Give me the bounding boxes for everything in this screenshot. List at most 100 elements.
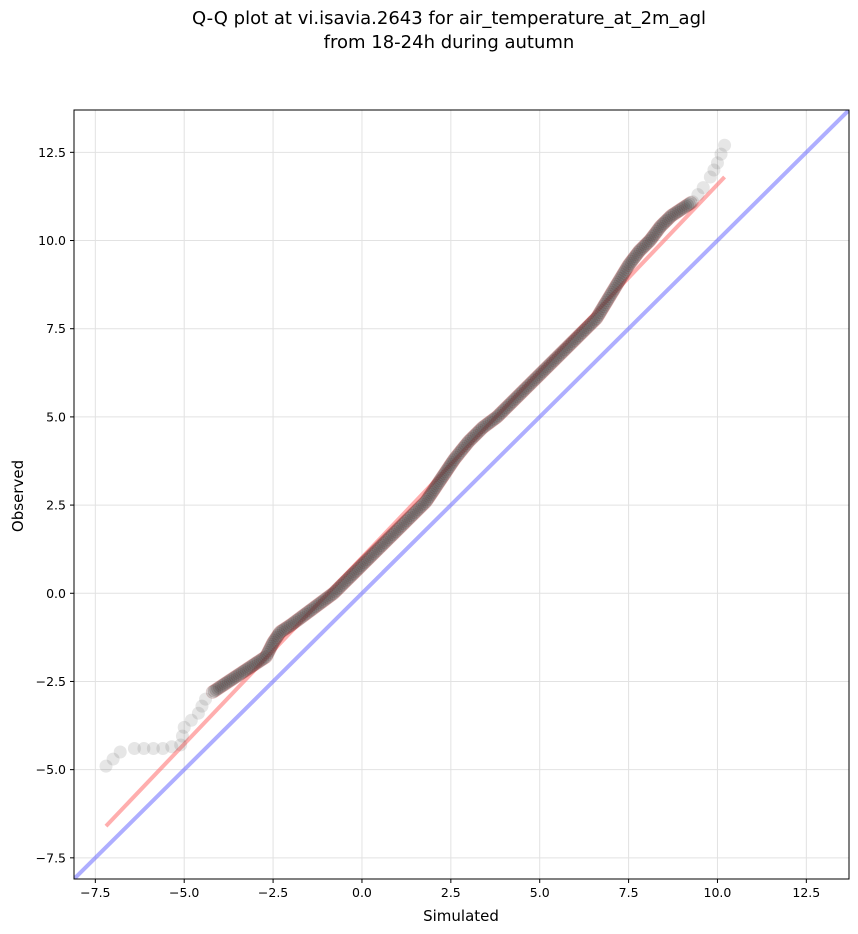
quantile-point [615,268,630,282]
y-tick-label-6: 7.5 [46,321,66,336]
quantile-point [250,655,264,670]
quantile-point [596,299,611,314]
quantile-point [664,208,679,223]
quantile-point [629,247,644,262]
quantile-point [426,484,440,498]
quantile-point [257,651,272,665]
quantile-point [529,370,544,385]
quantile-point [266,635,280,650]
quantile-point [448,450,463,465]
quantile-point [649,224,664,239]
quantile-point [261,645,275,660]
quantile-point [463,433,478,447]
quantile-point [601,291,616,306]
quantile-point [336,576,350,591]
quantile-point [317,592,332,607]
quantile-point [292,611,307,626]
quantile-point [577,323,591,338]
quantile-point [356,557,370,571]
quantile-point [346,566,361,581]
quantile-point [216,678,231,692]
quantile-point [641,235,656,249]
x-tick-label-4: 2.5 [441,885,461,900]
quantile-point [264,639,278,654]
quantile-point [212,680,227,695]
quantile-point [299,606,314,621]
quantile-point [494,405,509,420]
quantile-point [686,195,700,209]
quantile-point [652,221,667,236]
quantile-point [234,666,248,681]
quantile-point [572,328,587,343]
quantile-point [606,283,621,298]
quantile-point [607,281,622,296]
quantile-point [406,507,421,521]
quantile-point [718,138,732,152]
x-tick-label-2: −2.5 [258,885,288,900]
quantile-point [703,170,717,184]
quantile-point [483,415,497,430]
quantile-point [436,468,451,482]
quantile-point [614,270,629,284]
quantile-point [564,336,579,351]
axes-frame [73,109,850,880]
quantile-point [496,403,511,418]
quantile-point [99,759,113,773]
quantile-point [599,295,613,310]
quantile-point [644,231,659,246]
quantile-point [314,595,328,610]
quantile-point [326,586,341,601]
identity-line [74,110,849,879]
quantile-point [507,392,522,407]
quantile-point [294,610,309,624]
quantile-point [588,312,602,327]
quantile-point [441,461,456,475]
quantile-point [246,658,261,672]
quantile-point [438,466,452,481]
quantile-point [400,513,414,528]
quantile-point [285,616,300,631]
quantile-point [283,618,298,632]
quantile-point [251,654,266,669]
quantile-point [648,226,663,241]
quantile-point [301,604,316,619]
quantile-point [263,641,277,656]
quantile-point [472,423,487,438]
quantile-point [260,647,274,662]
quantile-point [523,377,538,391]
quantile-point [199,692,213,706]
plot-area: −7.5 −5.0 −2.5 0.0 2.5 5.0 7.5 10.0 12.5 −7.5 −5.0… [36,109,850,900]
quantile-point [214,679,229,694]
quantile-point [513,386,528,401]
quantile-point [223,673,238,688]
quantile-point [276,622,291,637]
quantile-point [645,230,660,244]
quantile-point [243,660,257,675]
y-tick-label-4: 2.5 [46,498,66,513]
quantile-point [370,543,384,558]
quantile-point [343,569,358,584]
quantile-point [368,544,383,559]
quantile-point [411,502,425,517]
quantile-point [321,590,336,605]
quantile-point [270,628,285,643]
quantile-point [282,619,296,634]
quantile-point [392,521,406,536]
quantile-point [371,541,386,556]
quantile-point [570,330,585,344]
quantile-point [655,217,670,232]
quantile-point [239,662,254,677]
quantile-point [600,293,615,308]
quantile-point [278,621,293,636]
quantile-point [559,341,574,355]
quantile-point [612,273,627,288]
quantile-point [474,422,489,436]
quantile-point [340,572,355,587]
quantile-point [296,608,311,623]
quantile-point [374,538,389,553]
quantile-point [415,497,430,512]
quantile-point [362,551,376,565]
quantile-point [595,301,610,316]
quantile-point [403,510,418,525]
